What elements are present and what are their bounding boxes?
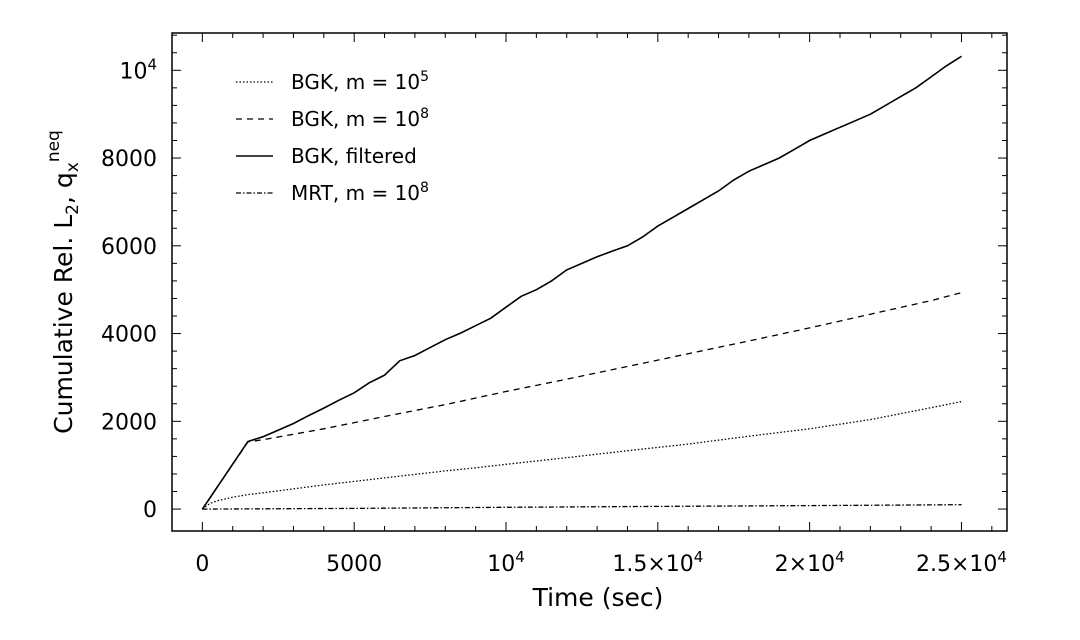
- series-line-1: [201, 292, 962, 510]
- x-tick-label-4: 2×104: [775, 548, 845, 577]
- x-tick-label-0: 0: [195, 552, 209, 577]
- y-tick-label-2: 4000: [101, 323, 157, 348]
- series-line-3: [202, 504, 962, 510]
- x-tick-label-2: 104: [487, 548, 525, 577]
- y-tick-label-1: 2000: [101, 410, 157, 435]
- plot-frame: [171, 32, 1008, 532]
- legend-label-2: BGK, filtered: [291, 144, 417, 168]
- x-tick-label-3: 1.5×104: [612, 548, 703, 577]
- legend-label-0: BGK, m = 105: [291, 69, 429, 94]
- x-tick-label-5: 2.5×104: [916, 548, 1007, 577]
- plot-area: 0 5000 104 1.5×104 2×104 2.5×104 0 2000 4000 6000…: [101, 32, 1008, 577]
- y-axis-label: Cumulative Rel. L2, qxneq: [44, 130, 83, 434]
- series-layer: [201, 55, 962, 510]
- y-tick-label-3: 6000: [101, 235, 157, 260]
- y-tick-label-0: 0: [143, 498, 157, 523]
- legend-label-1: BGK, m = 108: [291, 106, 429, 131]
- y-tick-label-4: 8000: [101, 147, 157, 172]
- x-axis-label: Time (sec): [532, 583, 664, 612]
- ticks-layer: 0 5000 104 1.5×104 2×104 2.5×104 0 2000 4000 6000…: [101, 33, 1007, 577]
- y-tick-label-5: 104: [119, 55, 157, 84]
- series-line-0: [202, 400, 962, 510]
- legend: BGK, m = 105 BGK, m = 108 BGK, filtered MRT…: [236, 69, 429, 205]
- legend-label-3: MRT, m = 108: [291, 180, 429, 205]
- x-tick-label-1: 5000: [326, 552, 382, 577]
- series-line-2: [201, 55, 962, 510]
